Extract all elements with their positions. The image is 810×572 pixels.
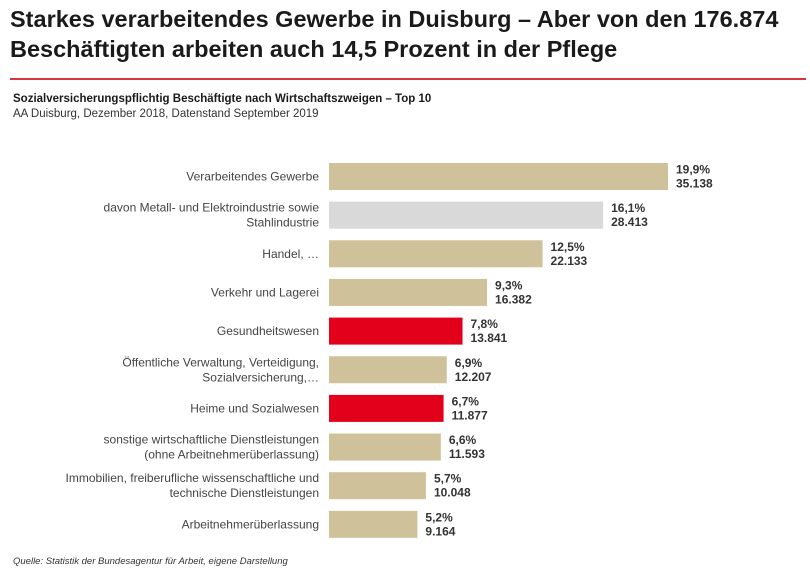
- bar: [329, 240, 543, 268]
- category-label: Arbeitnehmerüberlassung: [182, 517, 319, 531]
- source-footnote: Quelle: Statistik der Bundesagentur für …: [13, 556, 288, 567]
- bar: [329, 201, 604, 229]
- percent-label: 6,9%: [455, 356, 483, 370]
- percent-label: 6,7%: [452, 394, 480, 408]
- title-divider: [10, 78, 806, 80]
- category-label: Heime und Sozialwesen: [190, 401, 319, 415]
- count-label: 28.413: [611, 215, 648, 229]
- category-label: Verarbeitendes Gewerbe: [186, 170, 319, 184]
- percent-label: 7,8%: [471, 317, 499, 331]
- title-line-1: Starkes verarbeitendes Gewerbe in Duisbu…: [10, 6, 779, 32]
- count-label: 16.382: [495, 292, 532, 306]
- title-line-2: Beschäftigten arbeiten auch 14,5 Prozent…: [10, 36, 618, 62]
- percent-label: 19,9%: [676, 163, 710, 177]
- category-label: Handel, …: [262, 247, 319, 261]
- count-label: 9.164: [425, 524, 455, 538]
- bar: [329, 317, 463, 345]
- percent-label: 5,7%: [434, 472, 462, 486]
- data-source-line: AA Duisburg, Dezember 2018, Datenstand S…: [13, 108, 319, 120]
- category-label: Gesundheitswesen: [217, 324, 319, 338]
- bar: [329, 356, 447, 384]
- count-label: 13.841: [471, 331, 508, 345]
- percent-label: 9,3%: [495, 278, 523, 292]
- category-label: Verkehr und Lagerei: [211, 285, 319, 299]
- count-label: 35.138: [676, 177, 713, 191]
- bar: [329, 472, 426, 500]
- bar: [329, 394, 444, 422]
- bar: [329, 163, 668, 190]
- category-label: Immobilien, freiberufliche wissenschaftl…: [66, 471, 319, 500]
- count-label: 10.048: [434, 486, 471, 500]
- category-label: sonstige wirtschaftliche Dienstleistunge…: [104, 433, 319, 462]
- count-label: 11.877: [452, 408, 488, 422]
- count-label: 22.133: [551, 254, 588, 268]
- percent-label: 6,6%: [449, 433, 477, 447]
- bar: [329, 510, 418, 538]
- chart-title: Starkes verarbeitendes Gewerbe in Duisbu…: [10, 4, 800, 64]
- category-label: davon Metall- und Elektroindustrie sowie…: [104, 201, 320, 230]
- percent-label: 16,1%: [611, 201, 645, 215]
- category-label: Öffentliche Verwaltung, Verteidigung, Soz…: [122, 355, 319, 384]
- percent-label: 12,5%: [551, 240, 585, 254]
- count-label: 11.593: [449, 447, 485, 461]
- chart-subtitle: Sozialversicherungspflichtig Beschäftigt…: [13, 93, 432, 105]
- bar: [329, 433, 441, 461]
- bar: [329, 278, 488, 306]
- percent-label: 5,2%: [425, 510, 453, 524]
- count-label: 12.207: [455, 370, 492, 384]
